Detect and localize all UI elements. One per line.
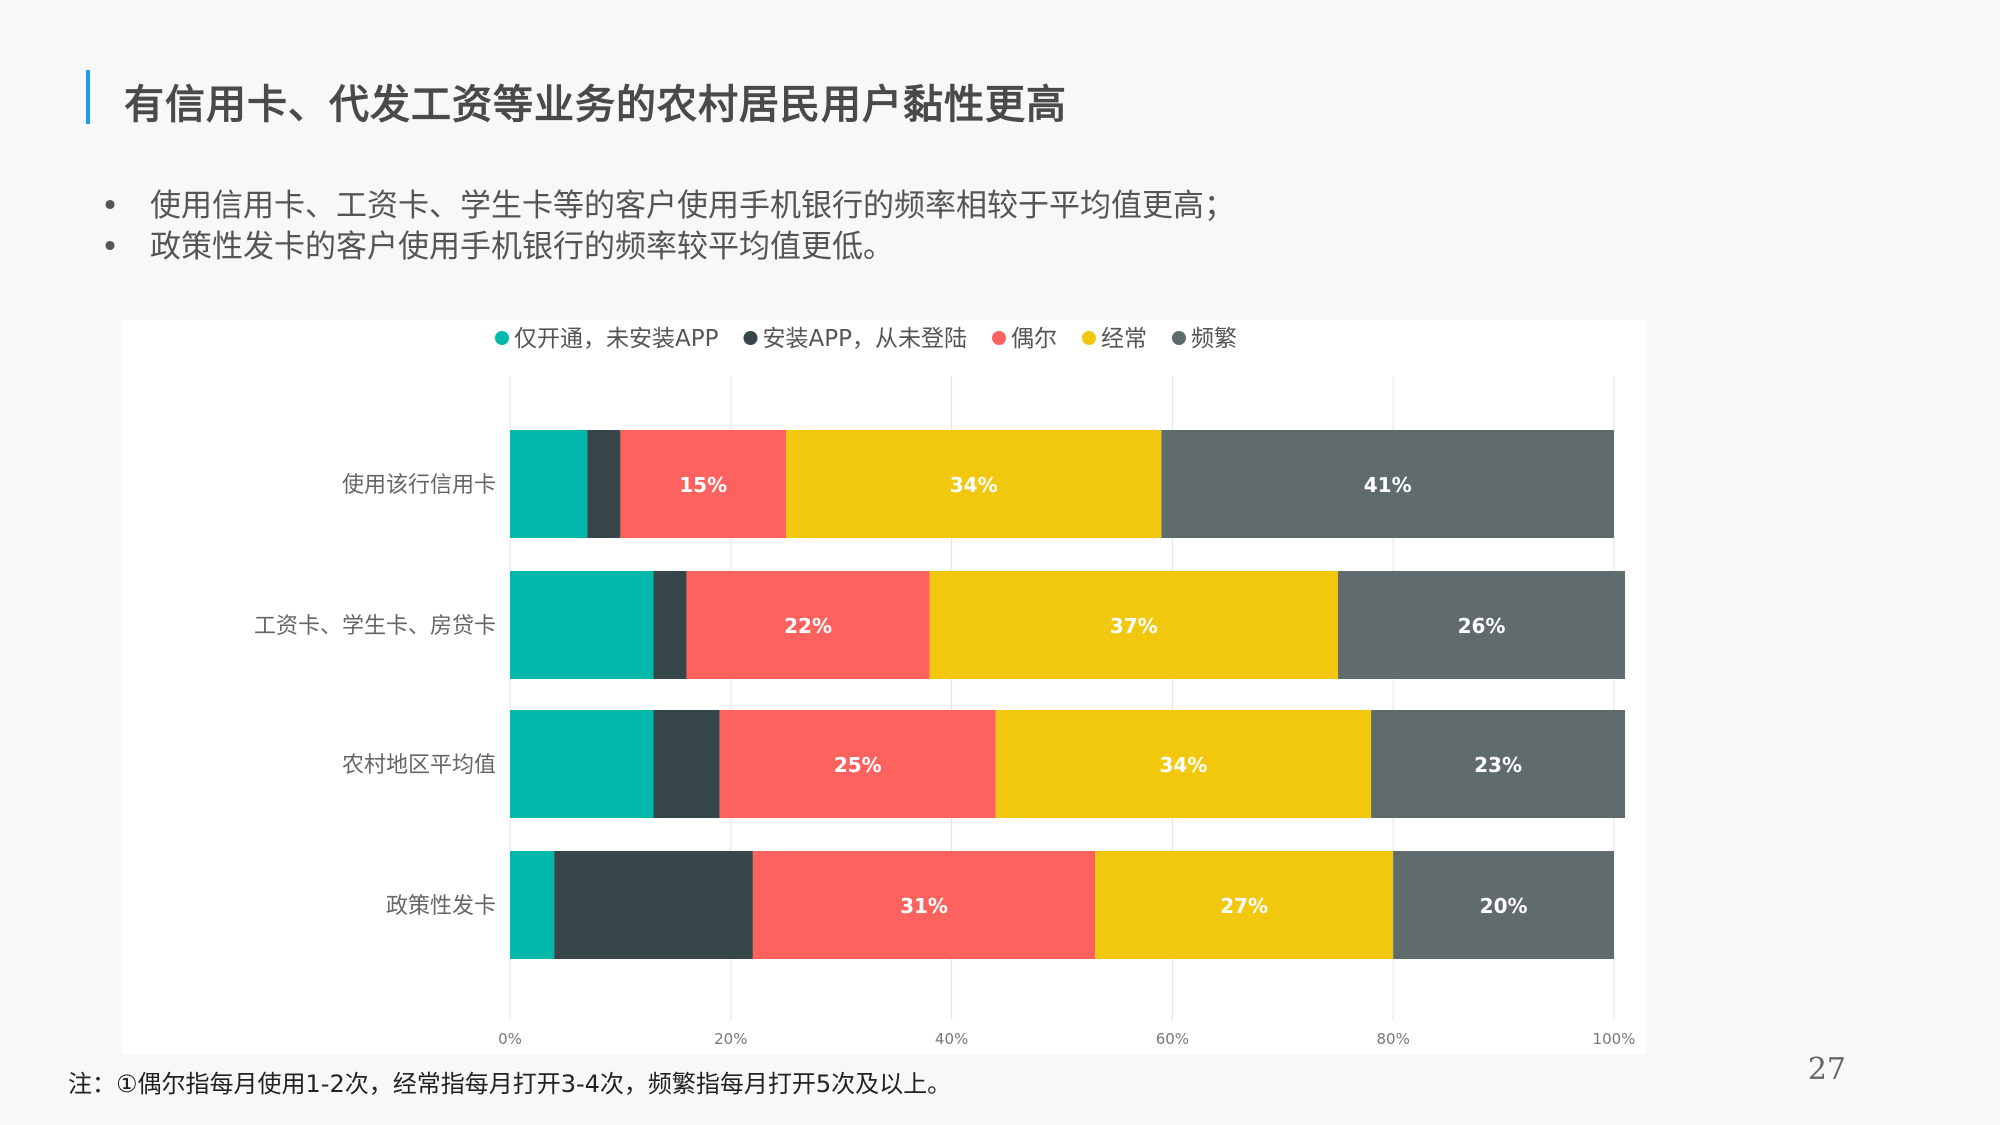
data-label: 37%: [1110, 614, 1158, 638]
legend-marker: [1171, 331, 1186, 345]
category-label: 农村地区平均值: [342, 753, 496, 778]
legend-label: 安装APP，从未登陆: [762, 326, 966, 352]
data-label: 22%: [784, 614, 832, 638]
legend-label: 经常: [1101, 326, 1147, 352]
bar-segment: [786, 430, 1162, 538]
x-tick-label: 60%: [1156, 1030, 1189, 1048]
page-title: 有信用卡、代发工资等业务的农村居民用户黏性更高: [124, 82, 1067, 128]
chart-panel: 0% 20% 40% 60% 80% 100% 使用该行信用卡 15% 34% 41% 工资卡、学生…: [122, 320, 1646, 1054]
bullet-text: 政策性发卡的客户使用手机银行的频率较平均值更低。: [150, 229, 894, 265]
bar-segment: [929, 571, 1338, 679]
stacked-bar-chart: 0% 20% 40% 60% 80% 100% 使用该行信用卡 15% 34% 41% 工资卡、学生…: [254, 326, 1636, 1048]
bar-segment: [1161, 430, 1614, 538]
bullet-dot: •: [100, 188, 120, 224]
bar-segment: [510, 571, 654, 679]
bar-segment: [752, 851, 1096, 959]
data-label: 15%: [679, 473, 727, 497]
bar-segment: [620, 430, 786, 538]
bullet-item: • 使用信用卡、工资卡、学生卡等的客户使用手机银行的频率相较于平均值更高；: [100, 186, 1235, 227]
legend-label: 偶尔: [1011, 326, 1057, 352]
legend-marker: [495, 331, 509, 345]
bar-segment: [719, 710, 996, 818]
bar-segment: [510, 710, 654, 818]
bar-segment: [510, 430, 588, 538]
x-tick-label: 80%: [1377, 1030, 1410, 1048]
legend-marker: [1081, 331, 1096, 345]
bar-segment: [1338, 571, 1626, 679]
data-label: 25%: [834, 753, 882, 777]
legend-marker: [991, 331, 1006, 345]
category-label: 政策性发卡: [386, 894, 496, 919]
legend-label: 仅开通，未安装APP: [514, 326, 719, 352]
bar-segment: [510, 851, 555, 959]
bullet-dot: •: [100, 229, 120, 265]
bar-segment: [653, 710, 720, 818]
bar-segment: [995, 710, 1372, 818]
bar-segment: [1393, 851, 1614, 959]
bar-segment: [686, 571, 930, 679]
data-label: 20%: [1480, 894, 1528, 918]
data-label: 34%: [950, 473, 998, 497]
bullet-list: • 使用信用卡、工资卡、学生卡等的客户使用手机银行的频率相较于平均值更高； • 政策…: [100, 186, 1235, 268]
legend-label: 频繁: [1191, 326, 1237, 352]
bar-segment: [1095, 851, 1394, 959]
x-tick-label: 20%: [714, 1030, 747, 1048]
data-label: 34%: [1160, 753, 1208, 777]
data-label: 41%: [1364, 473, 1412, 497]
bar-segment: [554, 851, 753, 959]
title-accent-bar: [86, 70, 90, 124]
x-tick-label: 100%: [1593, 1030, 1636, 1048]
category-label: 使用该行信用卡: [342, 473, 496, 498]
bar-segment: [587, 430, 621, 538]
bullet-text: 使用信用卡、工资卡、学生卡等的客户使用手机银行的频率相较于平均值更高；: [150, 188, 1235, 224]
x-tick-label: 0%: [498, 1030, 522, 1048]
data-label: 27%: [1220, 894, 1268, 918]
data-label: 23%: [1474, 753, 1522, 777]
data-label: 26%: [1458, 614, 1506, 638]
bullet-item: • 政策性发卡的客户使用手机银行的频率较平均值更低。: [100, 227, 1235, 268]
page-number: 27: [1807, 1052, 1846, 1087]
data-label: 31%: [900, 894, 948, 918]
x-tick-label: 40%: [935, 1030, 968, 1048]
category-label: 工资卡、学生卡、房贷卡: [254, 614, 496, 639]
bar-segment: [653, 571, 687, 679]
legend-marker: [743, 331, 758, 345]
bar-segment: [1371, 710, 1626, 818]
footnote: 注：①偶尔指每月使用1-2次，经常指每月打开3-4次，频繁指每月打开5次及以上。: [68, 1070, 952, 1098]
